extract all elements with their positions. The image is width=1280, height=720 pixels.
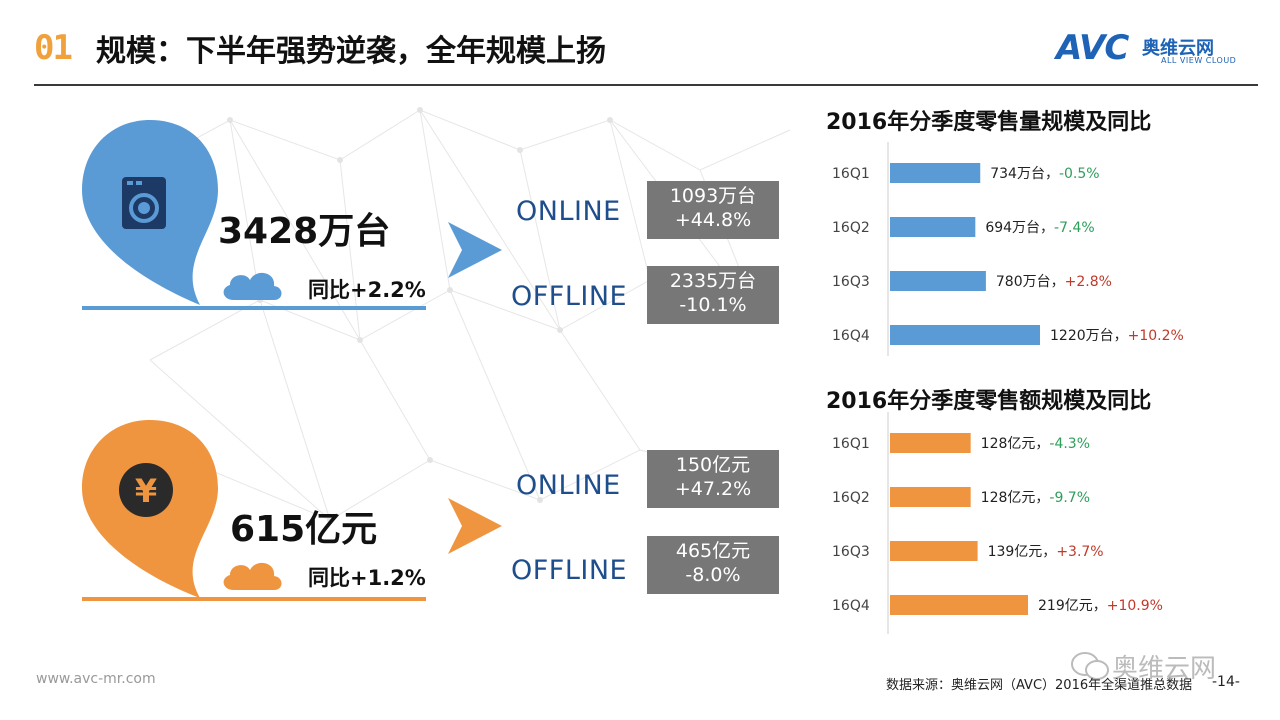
volume-bar-chart: 16Q1 734万台，-0.5% 16Q2 694万台，-7.4% 16Q3 780万台，… bbox=[832, 142, 1184, 356]
arrow-right-icon-orange bbox=[448, 498, 502, 554]
page-number: -14- bbox=[1212, 674, 1240, 690]
revenue-yoy: 同比+1.2% bbox=[308, 566, 426, 590]
title-divider bbox=[34, 84, 1258, 86]
value-label: 128亿元， bbox=[981, 436, 1050, 452]
volume-chart-title: 2016年分季度零售量规模及同比 bbox=[826, 110, 1152, 135]
value-label: 734万台， bbox=[990, 166, 1059, 182]
page-title: 规模：下半年强势逆袭，全年规模上扬 bbox=[96, 34, 606, 69]
yoy-label: -4.3% bbox=[1049, 436, 1090, 452]
value-label: 694万台， bbox=[985, 220, 1054, 236]
data-label: 734万台，-0.5% bbox=[990, 166, 1099, 182]
value-label: 219亿元， bbox=[1038, 598, 1107, 614]
watermark-text: 奥维云网 bbox=[1112, 654, 1217, 684]
bar bbox=[890, 271, 986, 291]
volume-total: 3428万台 bbox=[218, 211, 391, 252]
category-label: 16Q2 bbox=[832, 490, 870, 506]
revenue-online-box: 150亿元 +47.2% bbox=[647, 450, 779, 508]
cloud-icon-orange bbox=[223, 562, 282, 590]
yoy-label: +3.7% bbox=[1056, 544, 1103, 560]
data-label: 694万台，-7.4% bbox=[985, 220, 1094, 236]
data-label: 219亿元，+10.9% bbox=[1038, 598, 1163, 614]
bar bbox=[890, 595, 1028, 615]
arrow-right-icon-blue bbox=[448, 222, 502, 278]
category-label: 16Q3 bbox=[832, 274, 870, 290]
category-label: 16Q1 bbox=[832, 436, 870, 452]
volume-yoy: 同比+2.2% bbox=[308, 278, 426, 302]
revenue-bar-chart: 16Q1 128亿元，-4.3%16Q2 128亿元，-9.7%16Q3 139亿元，… bbox=[832, 412, 1163, 634]
revenue-online-change: +47.2% bbox=[674, 478, 752, 500]
category-label: 16Q4 bbox=[832, 598, 870, 614]
volume-online-box: 1093万台 +44.8% bbox=[647, 181, 779, 239]
volume-online-value: 1093万台 bbox=[669, 185, 757, 207]
revenue-online-value: 150亿元 bbox=[675, 454, 751, 476]
volume-baseline bbox=[82, 306, 426, 310]
value-label: 780万台， bbox=[996, 274, 1065, 290]
volume-offline-value: 2335万台 bbox=[669, 270, 757, 292]
category-label: 16Q2 bbox=[832, 220, 870, 236]
revenue-online-label: ONLINE bbox=[516, 470, 621, 501]
volume-online-label: ONLINE bbox=[516, 196, 621, 227]
bar bbox=[890, 217, 976, 237]
cloud-icon-blue bbox=[223, 272, 282, 300]
yoy-label: -7.4% bbox=[1054, 220, 1095, 236]
value-label: 128亿元， bbox=[981, 490, 1050, 506]
volume-offline-change: -10.1% bbox=[679, 294, 747, 316]
category-label: 16Q3 bbox=[832, 544, 870, 560]
yoy-label: +10.2% bbox=[1128, 328, 1184, 344]
revenue-chart-title: 2016年分季度零售额规模及同比 bbox=[826, 389, 1152, 414]
bar bbox=[890, 487, 971, 507]
data-label: 1220万台，+10.2% bbox=[1050, 328, 1184, 344]
bar bbox=[890, 541, 978, 561]
footer-url[interactable]: www.avc-mr.com bbox=[36, 671, 156, 687]
yoy-label: -0.5% bbox=[1059, 166, 1100, 182]
revenue-total: 615亿元 bbox=[230, 509, 378, 550]
washing-machine-icon bbox=[122, 177, 166, 229]
data-label: 128亿元，-4.3% bbox=[981, 436, 1090, 452]
yoy-label: -9.7% bbox=[1049, 490, 1090, 506]
revenue-offline-value: 465亿元 bbox=[675, 540, 751, 562]
svg-text:¥: ¥ bbox=[135, 472, 157, 510]
data-label: 139亿元，+3.7% bbox=[988, 544, 1104, 560]
logo-subtitle: ALL VIEW CLOUD bbox=[1161, 56, 1237, 65]
value-label: 1220万台， bbox=[1050, 328, 1128, 344]
category-label: 16Q4 bbox=[832, 328, 870, 344]
yoy-label: +2.8% bbox=[1065, 274, 1112, 290]
volume-offline-box: 2335万台 -10.1% bbox=[647, 266, 779, 324]
yen-icon: ¥ bbox=[119, 463, 173, 517]
category-label: 16Q1 bbox=[832, 166, 870, 182]
revenue-offline-change: -8.0% bbox=[685, 564, 741, 586]
bar bbox=[890, 433, 971, 453]
volume-offline-label: OFFLINE bbox=[511, 281, 628, 312]
yoy-label: +10.9% bbox=[1107, 598, 1163, 614]
revenue-offline-label: OFFLINE bbox=[511, 555, 628, 586]
logo-cn: 奥维云网 bbox=[1142, 38, 1214, 59]
section-number: 01 bbox=[34, 28, 73, 68]
data-label: 780万台，+2.8% bbox=[996, 274, 1112, 290]
data-source: 数据来源：奥维云网（AVC）2016年全渠道推总数据 bbox=[886, 678, 1193, 693]
data-label: 128亿元，-9.7% bbox=[981, 490, 1090, 506]
revenue-baseline bbox=[82, 597, 426, 601]
volume-online-change: +44.8% bbox=[674, 209, 752, 231]
value-label: 139亿元， bbox=[988, 544, 1057, 560]
bar bbox=[890, 325, 1040, 345]
revenue-offline-box: 465亿元 -8.0% bbox=[647, 536, 779, 594]
bar bbox=[890, 163, 981, 183]
logo-avc: AVC bbox=[1056, 28, 1129, 68]
wechat-icon bbox=[1071, 652, 1109, 680]
